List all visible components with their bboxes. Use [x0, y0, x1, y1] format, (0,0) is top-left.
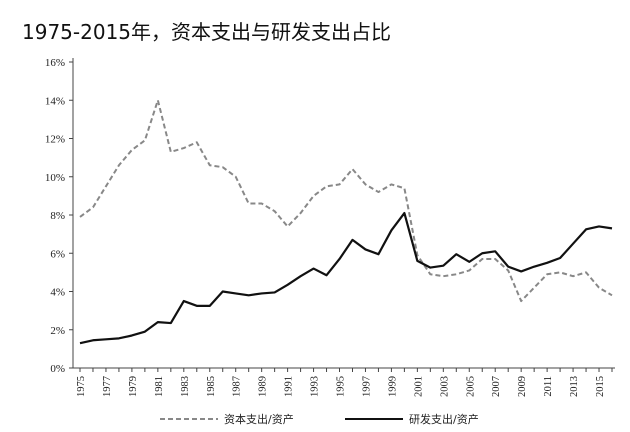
x-tick-label: 1997	[361, 376, 372, 397]
y-tick-label: 16%	[45, 57, 65, 69]
y-tick-label: 4%	[50, 287, 65, 299]
chart-title: 1975-2015年，资本支出与研发支出占比	[22, 20, 392, 44]
series-line-2	[79, 211, 613, 345]
legend: 资本支出/资产 研发支出/资产	[160, 412, 479, 426]
x-tick-label: 1993	[310, 376, 321, 397]
y-tick-label: 10%	[45, 172, 65, 184]
axes	[72, 58, 615, 369]
series-lines	[79, 99, 613, 345]
x-tick-label: 1977	[102, 376, 113, 397]
x-tick-label: 1987	[232, 376, 243, 397]
x-tick-label: 2003	[439, 376, 450, 397]
x-tick-label: 2005	[465, 376, 476, 397]
x-tick-label: 2001	[413, 376, 424, 397]
y-tick-label: 0%	[50, 363, 65, 375]
series-line-1	[79, 99, 613, 303]
y-tick-label: 14%	[45, 95, 65, 107]
x-tick-label: 1975	[76, 376, 87, 397]
y-tick-label: 12%	[45, 134, 65, 146]
y-axis-ticks: 0% 2% 4% 6% 8% 10% 12% 14% 16%	[45, 57, 73, 375]
x-tick-label: 2013	[569, 376, 580, 397]
y-tick-label: 8%	[50, 210, 65, 222]
x-tick-label: 2015	[595, 376, 606, 397]
legend-label-2: 研发支出/资产	[409, 412, 479, 426]
y-tick-label: 6%	[50, 248, 65, 260]
y-tick-label: 2%	[50, 325, 65, 337]
x-tick-label: 1981	[154, 376, 165, 397]
x-tick-label: 1999	[387, 376, 398, 397]
x-tick-label: 1985	[206, 376, 217, 397]
x-axis-ticks: 1975 1977 1979 1981 1983 1985 1987 1989 1991 1993…	[76, 368, 613, 397]
x-tick-label: 1979	[128, 376, 139, 397]
x-tick-label: 2009	[517, 376, 528, 397]
x-tick-label: 2007	[491, 376, 502, 397]
x-tick-label: 1991	[284, 376, 295, 397]
x-tick-label: 1995	[336, 376, 347, 397]
x-tick-label: 1983	[180, 376, 191, 397]
legend-label-1: 资本支出/资产	[224, 412, 294, 426]
x-tick-label: 1989	[258, 376, 269, 397]
x-tick-label: 2011	[543, 376, 554, 397]
